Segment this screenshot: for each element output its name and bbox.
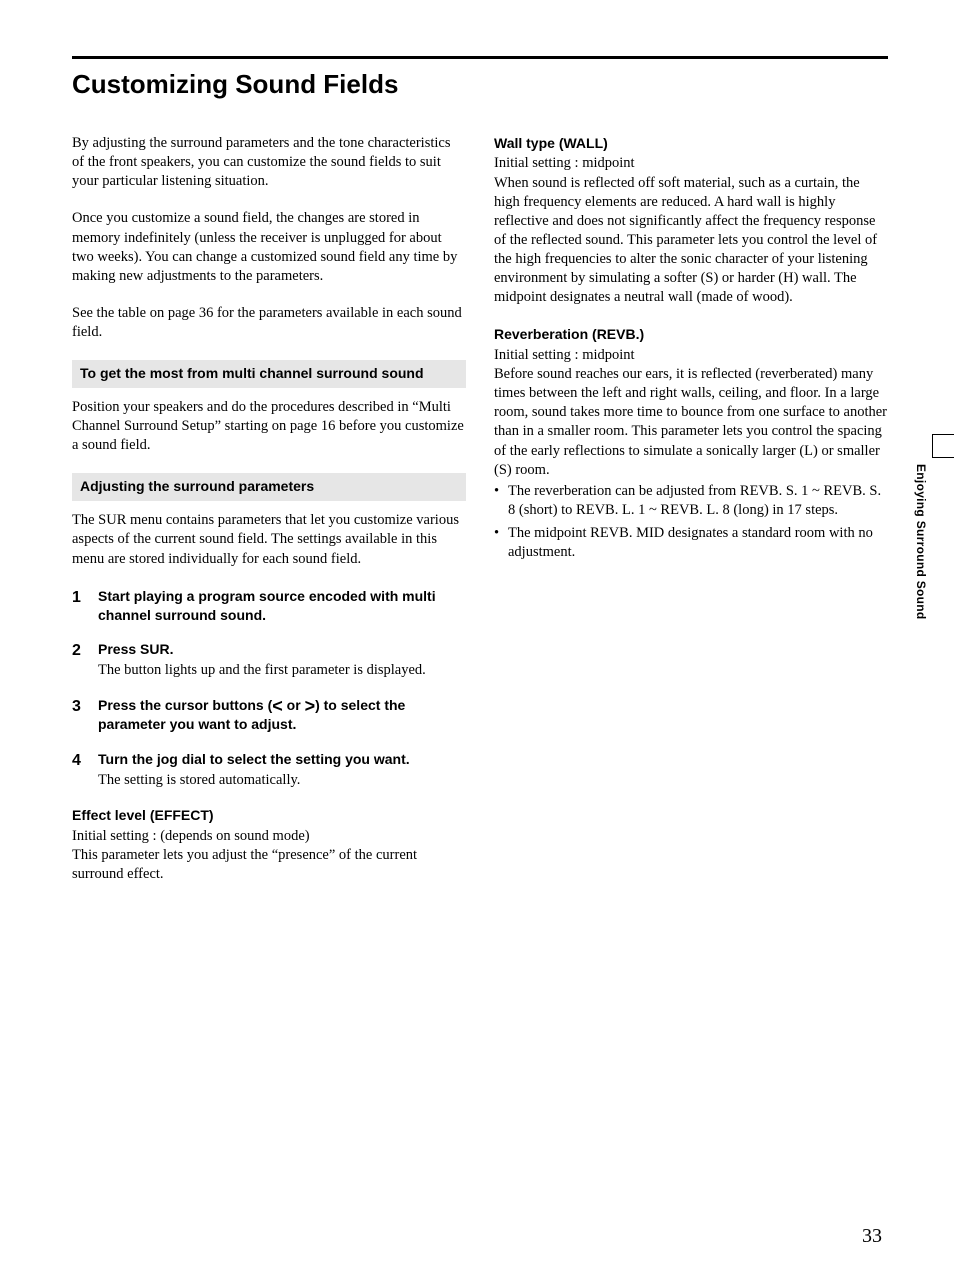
param-initial: Initial setting : (depends on sound mode… <box>72 827 466 846</box>
step3-pre: Press the cursor buttons ( <box>98 697 272 713</box>
step-number: 4 <box>72 750 88 790</box>
step-number: 3 <box>72 696 88 734</box>
step-instruction: Turn the jog dial to select the setting … <box>98 750 466 769</box>
step-detail: The setting is stored automatically. <box>98 771 466 790</box>
step-body: Press SUR. The button lights up and the … <box>98 640 466 680</box>
wall-type-section: Wall type (WALL) Initial setting : midpo… <box>494 134 888 307</box>
effect-level-section: Effect level (EFFECT) Initial setting : … <box>72 806 466 884</box>
param-body: When sound is reflected off soft materia… <box>494 174 888 308</box>
section-heading-multichannel: To get the most from multi channel surro… <box>72 360 466 388</box>
step-instruction: Press SUR. <box>98 640 466 659</box>
param-initial: Initial setting : midpoint <box>494 346 888 365</box>
step-body: Turn the jog dial to select the setting … <box>98 750 466 790</box>
reverberation-section: Reverberation (REVB.) Initial setting : … <box>494 325 888 562</box>
param-body: Before sound reaches our ears, it is ref… <box>494 365 888 480</box>
step-body: Press the cursor buttons (< or >) to sel… <box>98 696 466 734</box>
step3-mid: or <box>283 697 305 713</box>
step-detail: The button lights up and the first param… <box>98 661 466 680</box>
reverb-bullet-1: The reverberation can be adjusted from R… <box>494 482 888 520</box>
step-body: Start playing a program source encoded w… <box>98 587 466 625</box>
surround-params-body: The SUR menu contains parameters that le… <box>72 511 466 568</box>
param-body: This parameter lets you adjust the “pres… <box>72 846 466 884</box>
param-title: Reverberation (REVB.) <box>494 325 888 343</box>
page-number: 33 <box>862 1225 882 1248</box>
intro-paragraph-2: Once you customize a sound field, the ch… <box>72 209 466 286</box>
param-initial: Initial setting : midpoint <box>494 154 888 173</box>
step-instruction: Press the cursor buttons (< or >) to sel… <box>98 696 466 734</box>
param-title: Effect level (EFFECT) <box>72 806 466 824</box>
side-tab-marker <box>932 434 954 458</box>
right-column: Wall type (WALL) Initial setting : midpo… <box>494 134 888 902</box>
multichannel-body: Position your speakers and do the proced… <box>72 398 466 455</box>
step-3: 3 Press the cursor buttons (< or >) to s… <box>72 696 466 734</box>
intro-paragraph-3: See the table on page 36 for the paramet… <box>72 304 466 342</box>
section-heading-surround-params: Adjusting the surround parameters <box>72 473 466 501</box>
two-column-layout: By adjusting the surround parameters and… <box>72 134 888 902</box>
page-content: Customizing Sound Fields By adjusting th… <box>72 56 888 902</box>
reverb-bullet-2: The midpoint REVB. MID designates a stan… <box>494 524 888 562</box>
top-rule <box>72 56 888 59</box>
step-instruction: Start playing a program source encoded w… <box>98 587 466 625</box>
step-4: 4 Turn the jog dial to select the settin… <box>72 750 466 790</box>
intro-paragraph-1: By adjusting the surround parameters and… <box>72 134 466 191</box>
step-2: 2 Press SUR. The button lights up and th… <box>72 640 466 680</box>
param-title: Wall type (WALL) <box>494 134 888 152</box>
step-1: 1 Start playing a program source encoded… <box>72 587 466 625</box>
left-column: By adjusting the surround parameters and… <box>72 134 466 902</box>
step-number: 1 <box>72 587 88 625</box>
step-number: 2 <box>72 640 88 680</box>
page-title: Customizing Sound Fields <box>72 69 888 100</box>
reverb-bullets: The reverberation can be adjusted from R… <box>494 482 888 563</box>
side-section-label: Enjoying Surround Sound <box>914 464 928 620</box>
